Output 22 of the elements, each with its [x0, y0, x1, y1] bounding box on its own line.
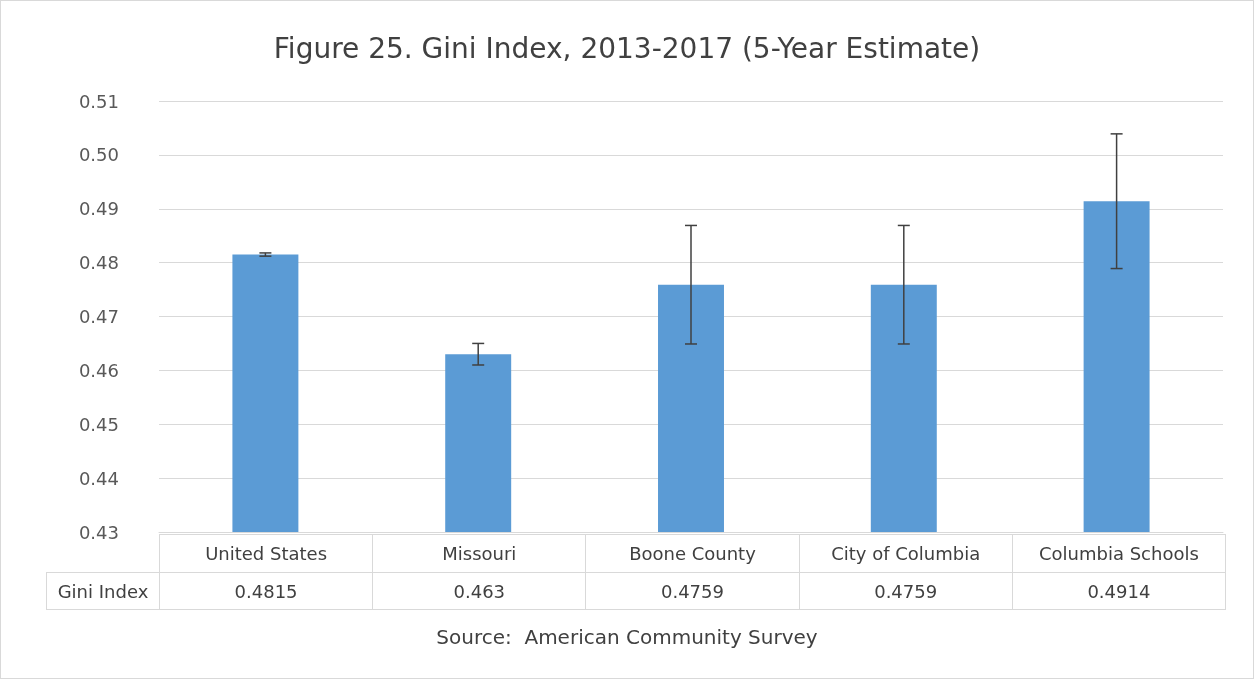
data-label: 0.4914	[1011, 572, 1226, 610]
x-tick-label: Columbia Schools	[1011, 534, 1226, 573]
y-tick-label: 0.43	[78, 521, 119, 543]
data-label: 0.4759	[585, 572, 800, 610]
text: Gini Index	[46, 572, 160, 610]
y-tick-label: 0.48	[78, 252, 119, 274]
y-tick-label: 0.50	[78, 144, 119, 166]
y-tick-label: 0.46	[78, 359, 119, 381]
source-note: Source: American Community Survey	[435, 625, 819, 649]
y-tick-label: 0.44	[78, 467, 119, 489]
x-tick-label: Boone County	[585, 534, 800, 573]
data-label: 0.4759	[798, 572, 1013, 610]
x-tick-label: City of Columbia	[798, 534, 1013, 573]
y-tick-label: 0.49	[78, 198, 119, 220]
data-label: 0.463	[372, 572, 587, 610]
data-label: 0.4815	[159, 572, 374, 610]
x-tick-label: Missouri	[372, 534, 587, 573]
chart-title: Figure 25. Gini Index, 2013-2017 (5-Year Estimate)	[273, 31, 981, 65]
x-tick-label: United States	[159, 534, 374, 573]
y-tick-label: 0.45	[78, 413, 119, 435]
y-tick-label: 0.51	[78, 90, 119, 112]
y-tick-label: 0.47	[78, 306, 119, 327]
